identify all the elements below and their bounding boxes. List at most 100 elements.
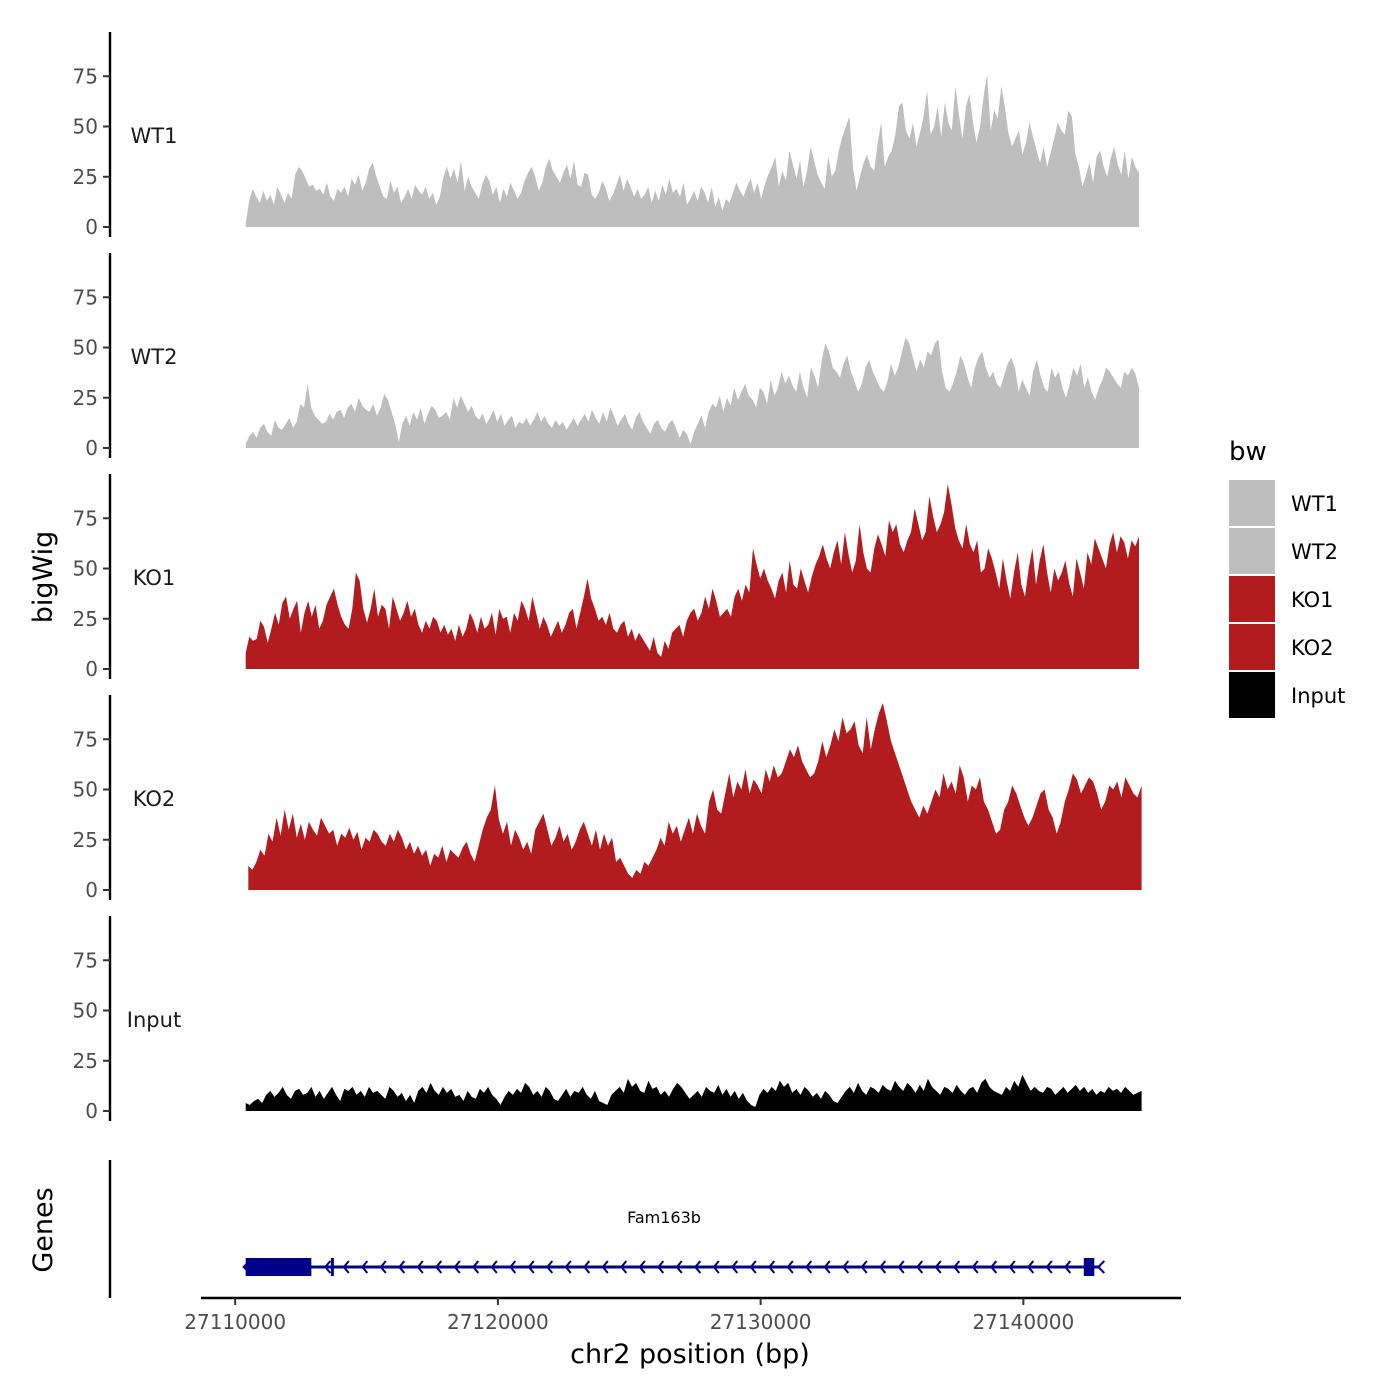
y-axis-title: bigWig (28, 531, 59, 624)
strand-arrow (694, 1260, 702, 1274)
coverage-area-wt1 (245, 74, 1139, 227)
y-tick-label: 25 (73, 828, 98, 852)
strand-arrow (342, 1260, 350, 1274)
strand-arrow (1064, 1260, 1072, 1274)
y-tick-label: 50 (73, 778, 98, 802)
y-tick-label: 0 (85, 1099, 98, 1123)
legend-label: Input (1291, 684, 1345, 708)
strand-arrow (731, 1260, 739, 1274)
strand-arrow (805, 1260, 813, 1274)
track-panel-ko1: 0 25 50 75 KO1 (73, 474, 1139, 681)
strand-arrow (453, 1260, 461, 1274)
strand-arrow (1027, 1260, 1035, 1274)
legend-swatch (1229, 480, 1275, 526)
y-tick-label: 50 (73, 999, 98, 1023)
strand-arrow (712, 1260, 720, 1274)
strand-arrow (879, 1260, 887, 1274)
y-tick-label: 0 (85, 436, 98, 460)
strand-arrow (823, 1260, 831, 1274)
legend-item-input: Input (1229, 672, 1345, 718)
strand-arrow (768, 1260, 776, 1274)
strand-arrow (842, 1260, 850, 1274)
strand-arrow (620, 1260, 628, 1274)
strand-arrow (749, 1260, 757, 1274)
y-tick-label: 25 (73, 386, 98, 410)
track-panel-wt2: 0 25 50 75 WT2 (73, 253, 1139, 460)
track-label-ko1: KO1 (133, 566, 176, 590)
strand-arrow (1045, 1260, 1053, 1274)
legend-items: WT1 WT2 KO1 KO2 Input (1229, 480, 1345, 718)
genes-track-title: Genes (28, 1187, 59, 1272)
legend-label: WT2 (1291, 540, 1338, 564)
strand-arrow (990, 1260, 998, 1274)
strand-arrow (860, 1260, 868, 1274)
strand-arrow (472, 1260, 480, 1274)
x-tick-label: 27140000 (972, 1310, 1074, 1334)
strand-arrow (786, 1260, 794, 1274)
gene-label: Fam163b (627, 1208, 701, 1227)
legend-label: WT1 (1291, 492, 1338, 516)
legend: bw WT1 WT2 KO1 KO2 Input (1229, 437, 1345, 718)
y-tick-label: 50 (73, 336, 98, 360)
track-label-wt2: WT2 (131, 345, 178, 369)
x-axis: 27110000 27120000 27130000 27140000 (184, 1296, 1181, 1334)
legend-swatch (1229, 528, 1275, 574)
y-tick-label: 25 (73, 1049, 98, 1073)
y-tick-label: 0 (85, 878, 98, 902)
strand-arrow (638, 1260, 646, 1274)
x-tick-label: 27130000 (710, 1310, 812, 1334)
strand-arrow (897, 1260, 905, 1274)
x-tick-label: 27110000 (184, 1310, 286, 1334)
gene-exon (245, 1258, 312, 1276)
strand-arrow (953, 1260, 961, 1274)
x-axis-title: chr2 position (bp) (570, 1339, 810, 1370)
coverage-area-ko1 (245, 484, 1139, 669)
track-label-wt1: WT1 (131, 124, 178, 148)
strand-arrow (527, 1260, 535, 1274)
coverage-area-input (245, 1074, 1142, 1111)
strand-arrow (361, 1260, 369, 1274)
y-tick-label: 50 (73, 115, 98, 139)
strand-arrow (509, 1260, 517, 1274)
gene-end-cap (1096, 1260, 1106, 1274)
legend-label: KO1 (1291, 588, 1334, 612)
strand-arrow (564, 1260, 572, 1274)
legend-swatch (1229, 672, 1275, 718)
legend-title: bw (1229, 437, 1267, 467)
coverage-area-wt2 (245, 337, 1139, 448)
legend-item-wt2: WT2 (1229, 528, 1338, 574)
strand-arrow (398, 1260, 406, 1274)
track-panel-wt1: 0 25 50 75 WT1 (73, 32, 1139, 239)
track-panel-ko2: 0 25 50 75 KO2 (73, 695, 1142, 902)
legend-item-wt1: WT1 (1229, 480, 1338, 526)
strand-arrow (934, 1260, 942, 1274)
legend-label: KO2 (1291, 636, 1334, 660)
y-tick-label: 0 (85, 657, 98, 681)
legend-item-ko2: KO2 (1229, 624, 1334, 670)
strand-arrow (546, 1260, 554, 1274)
track-panel-input: 0 25 50 75 Input (73, 916, 1142, 1123)
y-tick-label: 25 (73, 165, 98, 189)
legend-item-ko1: KO1 (1229, 576, 1334, 622)
y-tick-label: 75 (73, 506, 98, 530)
legend-swatch (1229, 624, 1275, 670)
strand-arrow (601, 1260, 609, 1274)
track-label-ko2: KO2 (133, 787, 176, 811)
strand-arrow (416, 1260, 424, 1274)
y-tick-label: 50 (73, 557, 98, 581)
strand-arrow (583, 1260, 591, 1274)
bigwig-tracks: 0 25 50 75 WT1 0 25 50 75 WT2 0 25 50 75 KO1 0 25 50 75 KO2… (73, 32, 1142, 1123)
genes-track (108, 1160, 1106, 1298)
coverage-area-ko2 (248, 703, 1142, 890)
strand-arrow (490, 1260, 498, 1274)
strand-arrow (379, 1260, 387, 1274)
y-tick-label: 0 (85, 215, 98, 239)
legend-swatch (1229, 576, 1275, 622)
strand-arrow (971, 1260, 979, 1274)
gene-exon (1083, 1258, 1095, 1276)
y-tick-label: 75 (73, 727, 98, 751)
y-tick-label: 75 (73, 948, 98, 972)
strand-arrow (324, 1260, 332, 1274)
y-tick-label: 75 (73, 285, 98, 309)
strand-arrow (1008, 1260, 1016, 1274)
